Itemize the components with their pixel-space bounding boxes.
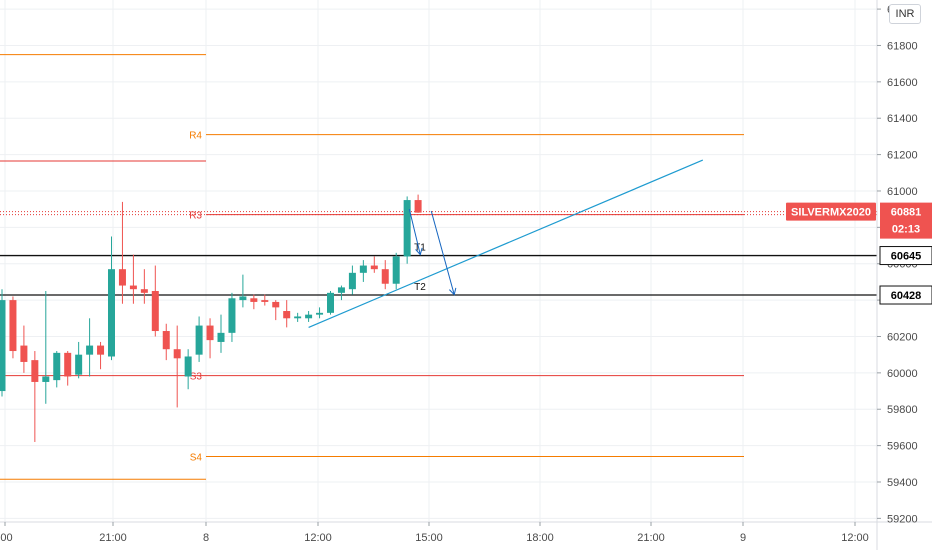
candle-body <box>108 269 115 357</box>
x-tick-label: 21:00 <box>99 532 127 544</box>
candle-body <box>359 265 367 273</box>
candle-body <box>403 200 411 257</box>
candle-body <box>381 269 389 284</box>
arrow-line <box>408 209 421 255</box>
price-tag-bg <box>879 285 932 305</box>
x-tick-label: 21:00 <box>637 532 665 544</box>
candle-body <box>20 345 28 362</box>
y-tick-label: 59600 <box>887 441 918 453</box>
candle-body <box>97 345 105 355</box>
x-tick-label: 12:00 <box>304 532 332 544</box>
arrow-head <box>415 247 423 256</box>
candle-body <box>239 296 247 301</box>
x-tick-label: 9 <box>740 532 746 544</box>
candle-body <box>228 298 236 333</box>
candle-body <box>261 300 269 302</box>
y-tick-label: 59800 <box>887 404 918 416</box>
candle-body <box>316 312 324 315</box>
candle-body <box>283 311 291 319</box>
x-tick-label: :00 <box>0 532 13 544</box>
price-tag: 60428 <box>891 290 922 302</box>
price-tag: 60645 <box>891 251 922 263</box>
candle-body <box>370 265 378 270</box>
candle-body <box>184 356 192 377</box>
level-label-r3: R3 <box>189 211 202 222</box>
candle-body <box>414 200 422 213</box>
symbol-tag: SILVERMX2020 <box>791 207 871 219</box>
candle-body <box>31 360 39 382</box>
y-tick-label: 61000 <box>887 186 918 198</box>
level-label-s3: S3 <box>190 372 203 383</box>
y-tick-label: 61200 <box>887 150 918 162</box>
candle-body <box>337 287 345 293</box>
candle-body <box>250 298 258 302</box>
candle-body <box>140 289 148 293</box>
x-tick-label: 15:00 <box>415 532 443 544</box>
last-price-tag: 60881 <box>891 207 922 219</box>
candle-body <box>151 291 159 332</box>
y-tick-label: 59400 <box>887 477 918 489</box>
candle-body <box>42 376 50 382</box>
candle-body <box>294 316 302 319</box>
target-label-t1: T1 <box>414 243 426 254</box>
candle-body <box>75 354 83 375</box>
y-tick-label: 61600 <box>887 77 918 89</box>
y-tick-label: 61400 <box>887 113 918 125</box>
arrow-head <box>449 287 457 296</box>
candle-body <box>162 331 170 350</box>
trendline <box>308 159 704 328</box>
candle-body <box>53 352 61 381</box>
candle-body <box>348 272 356 290</box>
candle-body <box>327 292 334 313</box>
y-tick-label: 60000 <box>887 368 918 380</box>
x-tick-label: 8 <box>203 532 209 544</box>
target-label-t2: T2 <box>414 282 426 293</box>
candle-body <box>0 300 6 392</box>
candle-body <box>305 314 313 319</box>
countdown-tag: 02:13 <box>892 224 920 236</box>
candle-body <box>217 332 225 342</box>
candle-body <box>173 349 181 359</box>
candle-body <box>129 285 137 290</box>
candle-body <box>195 325 203 355</box>
candle-body <box>118 269 126 286</box>
candle-body <box>86 345 94 355</box>
candle-body <box>392 256 400 284</box>
x-tick-label: 12:00 <box>841 532 869 544</box>
level-label-s4: S4 <box>190 453 203 464</box>
arrow-line <box>430 210 455 295</box>
level-label-r4: R4 <box>189 131 202 142</box>
candle-body <box>206 325 214 341</box>
x-tick-label: 18:00 <box>526 532 554 544</box>
last-price-tag-bg <box>880 202 932 239</box>
candle-body <box>9 300 17 352</box>
y-tick-label: 60200 <box>887 331 918 343</box>
symbol-tag-bg <box>786 202 876 221</box>
price-tag-bg <box>879 246 932 266</box>
y-tick-label: 59200 <box>887 513 918 525</box>
currency-button[interactable]: INR <box>889 4 921 24</box>
candle-body <box>64 352 72 377</box>
y-tick-label: 61800 <box>887 40 918 52</box>
candle-body <box>272 301 280 308</box>
